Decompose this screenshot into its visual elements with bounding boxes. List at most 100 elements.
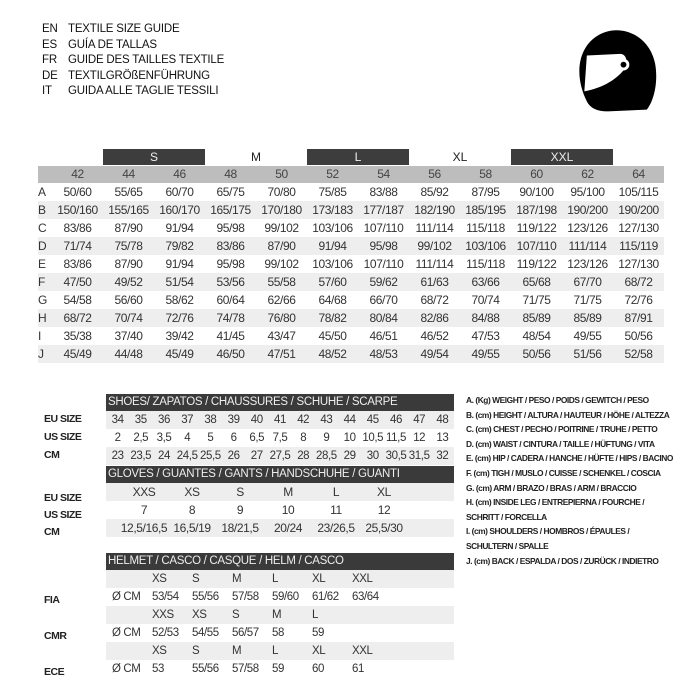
size-header: 50 xyxy=(275,167,288,181)
table-cell: 58/62 xyxy=(165,293,194,307)
table-cell: 115/118 xyxy=(466,221,505,235)
table-cell: 83/86 xyxy=(63,257,92,271)
table-cell: 47/53 xyxy=(471,329,500,343)
language-code: DE xyxy=(42,69,58,82)
shoe-size-cell: 31,5 xyxy=(408,450,430,462)
shoe-size-cell: 32 xyxy=(436,450,449,462)
textile-size-table: S M L XL XXL 42 44 46 48 50 52 54 56 58 60 62 64 A 50/60… xyxy=(38,149,664,363)
table-cell: 85/92 xyxy=(420,185,449,199)
glove-size-cell: XXS xyxy=(132,485,156,499)
shoe-size-cell: 25,5 xyxy=(200,450,221,462)
row-label: US SIZE xyxy=(44,431,82,443)
table-cell: 54/58 xyxy=(63,293,92,307)
size-header: 62 xyxy=(581,167,594,181)
row-key: E xyxy=(38,257,47,271)
table-cell: 61/63 xyxy=(420,275,449,289)
table-cell: 177/187 xyxy=(363,203,404,217)
row-key: H xyxy=(38,311,47,325)
table-cell: 99/102 xyxy=(264,221,299,235)
shoe-size-cell: 34 xyxy=(111,414,124,426)
table-cell: 95/100 xyxy=(570,185,605,199)
table-cell: 99/102 xyxy=(417,239,452,253)
table-cell: 103/106 xyxy=(312,221,353,235)
helmet-value: 53/54 xyxy=(152,591,179,603)
helmet-value: 55/56 xyxy=(192,663,219,675)
table-cell: 107/110 xyxy=(363,257,404,271)
legend-line: SCHULTERN / SPALLE xyxy=(466,540,549,551)
row-label: CMR xyxy=(44,630,67,642)
size-band-xxl: XXL xyxy=(511,149,613,165)
table-cell: 68/72 xyxy=(420,293,449,307)
shoe-size-cell: 40 xyxy=(250,414,263,426)
helmet-size: XL xyxy=(312,645,326,657)
table-cell: 64/68 xyxy=(318,293,347,307)
table-row-i: I 35/38 37/40 39/42 41/45 43/47 45/50 46/51 46/5… xyxy=(38,327,664,345)
table-cell: 76/80 xyxy=(267,311,296,325)
glove-size-cell: 8 xyxy=(188,503,196,517)
size-band-l: L xyxy=(307,149,409,165)
table-cell: 51/54 xyxy=(165,275,194,289)
shoe-size-cell: 27,5 xyxy=(269,450,291,462)
table-cell: 74/78 xyxy=(216,311,245,325)
table-cell: 91/94 xyxy=(165,257,194,271)
legend-line: I. (cm) SHOULDERS / HOMBROS / ÉPAULES / xyxy=(466,526,630,537)
table-cell: 47/51 xyxy=(267,347,296,361)
legend-line: G. (cm) ARM / BRAZO / BRAS / ARM / BRACC… xyxy=(466,482,637,493)
table-cell: 55/65 xyxy=(114,185,143,199)
table-cell: 43/47 xyxy=(267,329,296,343)
helmet-values-row: Ø CM 52/53 54/55 56/57 58 59 xyxy=(106,624,454,642)
shoe-size-cell: 11,5 xyxy=(386,432,406,444)
table-cell: 62/66 xyxy=(267,293,296,307)
shoe-size-cell: 36 xyxy=(157,414,170,426)
guide-titles: EN TEXTILE SIZE GUIDE ES GUÍA DE TALLAS FR GU… xyxy=(42,22,224,100)
shoe-size-cell: 8 xyxy=(300,432,307,444)
glove-size-cell: XS xyxy=(184,485,200,499)
shoe-size-cell: 44 xyxy=(343,414,356,426)
helmet-table: HELMET / CASCO / CASQUE / HELM / CASCO X… xyxy=(106,553,454,678)
table-cell: 155/165 xyxy=(108,203,149,217)
table-cell: 83/88 xyxy=(369,185,398,199)
spacer xyxy=(112,606,152,624)
table-cell: 48/54 xyxy=(522,329,551,343)
row-key: G xyxy=(38,293,48,307)
helmet-size: XXS xyxy=(152,609,174,621)
table-row-f: F 47/50 49/52 51/54 53/56 55/58 57/60 59/62 61/6… xyxy=(38,273,664,291)
table-cell: 83/86 xyxy=(63,221,92,235)
helmet-size: XS xyxy=(192,609,207,621)
gloves-row: 7 8 9 10 11 12 xyxy=(106,501,454,519)
table-cell: 59/62 xyxy=(369,275,398,289)
table-cell: 90/100 xyxy=(519,185,554,199)
table-cell: 60/64 xyxy=(216,293,245,307)
helmet-size: S xyxy=(232,609,240,621)
table-cell: 105/115 xyxy=(618,185,659,199)
row-key: A xyxy=(38,185,47,199)
table-cell: 68/72 xyxy=(624,275,653,289)
helmet-size: XXL xyxy=(352,645,373,657)
size-header: 46 xyxy=(173,167,186,181)
language-code: FR xyxy=(42,54,57,66)
table-cell: 50/60 xyxy=(63,185,92,199)
shoe-size-cell: 27 xyxy=(250,450,263,462)
table-cell: 66/70 xyxy=(369,293,398,307)
helmet-title: HELMET / CASCO / CASQUE / HELM / CASCO xyxy=(106,553,454,570)
table-cell: 190/200 xyxy=(618,203,659,217)
legend-line: D. (cm) WAIST / CINTURA / TAILLE / HÜFTU… xyxy=(466,438,655,449)
table-row-d: D 71/74 75/78 79/82 83/86 87/90 91/94 95/98 99/1… xyxy=(38,237,664,255)
table-cell: 57/60 xyxy=(318,275,347,289)
helmet-size: M xyxy=(232,573,242,585)
table-cell: 123/126 xyxy=(567,257,608,271)
table-cell: 45/49 xyxy=(63,347,92,361)
glove-size-cell: L xyxy=(332,485,340,499)
table-cell: 56/60 xyxy=(114,293,143,307)
row-key: C xyxy=(38,221,47,235)
shoe-size-cell: 13 xyxy=(436,432,449,444)
table-cell: 80/84 xyxy=(369,311,398,325)
table-cell: 150/160 xyxy=(57,203,98,217)
spacer xyxy=(112,570,152,588)
helmet-value: 60 xyxy=(312,663,324,675)
table-cell: 111/114 xyxy=(415,221,454,235)
shoes-table: SHOES/ ZAPATOS / CHAUSSURES / SCHUHE / S… xyxy=(106,394,454,465)
shoe-size-cell: 29 xyxy=(343,450,356,462)
table-cell: 78/82 xyxy=(318,311,347,325)
helmet-value: 61 xyxy=(352,663,364,675)
